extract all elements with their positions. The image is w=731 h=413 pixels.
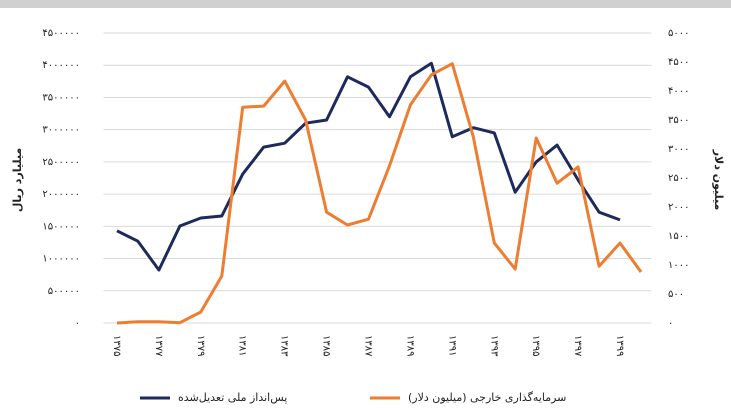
y2-tick-label: ۳۰۰۰ [668,144,689,155]
top-bar [0,0,731,8]
y-tick-label: ۴۰۰۰۰۰۰ [42,60,80,71]
y2-tick-label: ۰ [668,318,673,329]
y-tick-label: ۱۵۰۰۰۰۰ [42,221,80,232]
y2-tick-label: ۱۵۰۰ [668,231,689,242]
legend-label: پس‌انداز ملی تعدیل‌شده [178,391,287,404]
y2-tick-label: ۴۰۰۰ [668,86,689,97]
y2-tick-label: ۱۰۰۰ [668,260,689,271]
y-tick-label: ۰ [75,318,80,329]
y-axis-label: میلیارد ریال [11,148,24,212]
x-tick-label: ۱۳۹۱ [446,335,457,356]
y-tick-label: ۵۰۰۰۰۰ [48,286,80,297]
y2-tick-label: ۴۵۰۰ [668,57,689,68]
x-tick-label: ۱۳۸۳ [279,335,290,357]
y2-tick-label: ۲۵۰۰ [668,173,689,184]
legend-label: سرمایه‌گذاری خارجی (میلیون دلار) [408,391,566,404]
y-tick-label: ۲۰۰۰۰۰۰ [42,189,80,200]
x-tick-label: ۱۳۹۹ [614,335,625,356]
y2-tick-label: ۳۵۰۰ [668,115,689,126]
series-line [116,62,643,325]
x-tick-label: ۱۳۸۹ [404,335,415,356]
x-tick-label: ۱۳۷۹ [195,335,206,356]
x-tick-label: ۱۳۷۵ [111,335,122,356]
x-tick-label: ۱۳۹۳ [488,335,499,357]
x-tick-label: ۱۳۹۷ [572,335,583,357]
y2-tick-label: ۵۰۰ [668,289,684,300]
x-tick-label: ۱۳۸۵ [321,335,332,356]
y2-axis-label: میلیون دلار [712,149,725,211]
y2-tick-label: ۲۰۰۰ [668,202,689,213]
x-tick-label: ۱۳۸۷ [363,335,374,357]
x-tick-label: ۱۳۷۷ [153,335,164,357]
x-tick-label: ۱۳۸۱ [237,335,248,356]
y-tick-label: ۳۰۰۰۰۰۰ [42,125,80,136]
y-tick-label: ۲۵۰۰۰۰۰ [42,157,80,168]
y2-tick-label: ۵۰۰۰ [668,28,689,39]
y-tick-label: ۱۰۰۰۰۰۰ [42,254,80,265]
series-line [116,61,621,272]
y-tick-label: ۴۵۰۰۰۰۰ [42,28,80,39]
x-tick-label: ۱۳۹۵ [530,335,541,356]
y-tick-label: ۳۵۰۰۰۰۰ [42,92,80,103]
